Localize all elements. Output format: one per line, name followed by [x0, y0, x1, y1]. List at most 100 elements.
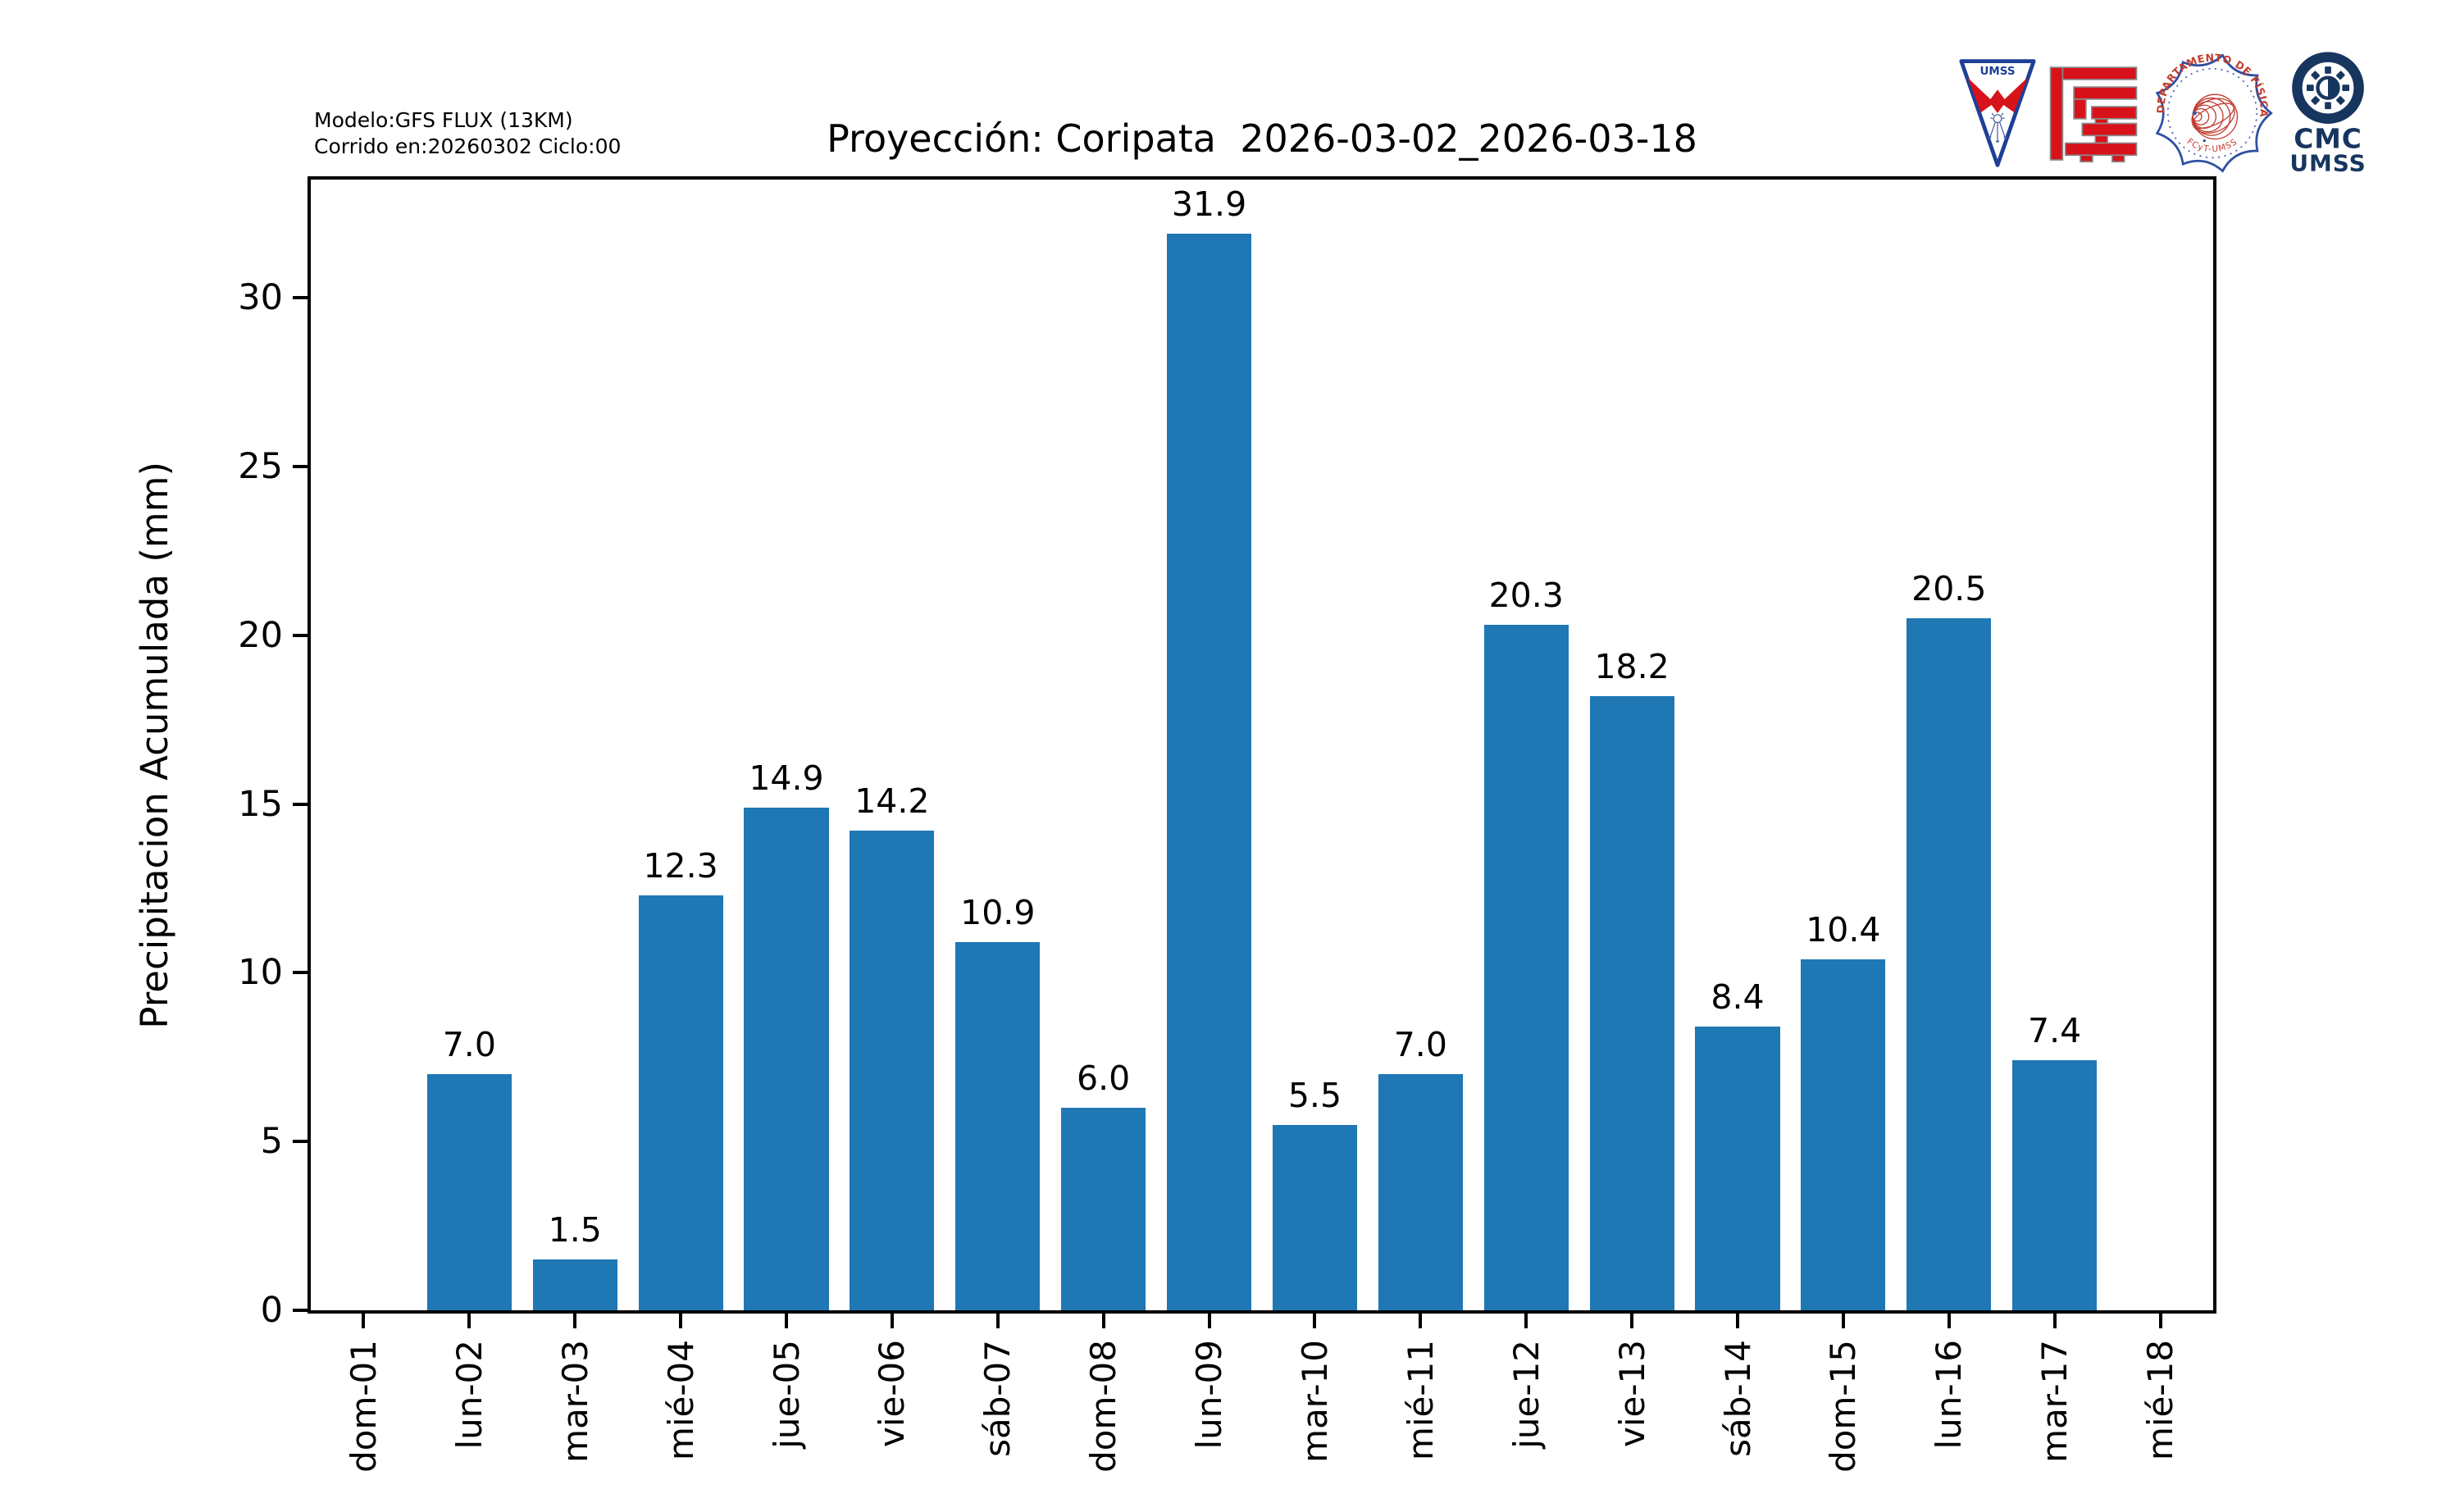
bar — [850, 831, 935, 1310]
x-tick — [1524, 1314, 1528, 1328]
x-tick-label: lun-16 — [1929, 1340, 1970, 1450]
umss-pennant-logo: UMSS — [1959, 59, 2036, 167]
bar-value-label: 10.4 — [1806, 909, 1881, 950]
bar — [744, 807, 829, 1310]
umss-pennant-text: UMSS — [1979, 66, 2015, 78]
x-tick — [467, 1314, 472, 1328]
y-tick-label: 20 — [238, 614, 283, 656]
chart-title: Proyección: Coripata 2026-03-02_2026-03-… — [827, 116, 1697, 161]
seal-dot — [2192, 111, 2197, 116]
model-info: Modelo:GFS FLUX (13KM) Corrido en:202603… — [314, 107, 621, 160]
bar — [1695, 1027, 1780, 1310]
y-tick-label: 30 — [238, 277, 283, 319]
cmc-text-line2: UMSS — [2289, 149, 2366, 176]
bar-value-label: 6.0 — [1077, 1059, 1131, 1099]
x-tick-label: vie-13 — [1611, 1340, 1652, 1447]
y-tick — [293, 464, 308, 468]
x-tick — [1736, 1314, 1739, 1328]
bar-value-label: 7.4 — [2028, 1011, 2082, 1051]
bar-value-label: 7.0 — [1393, 1024, 1447, 1064]
x-tick — [995, 1314, 1000, 1328]
fisica-seal-logo: DEPARTAMENTO DE FÍSICA FCyT-UMSS — [2154, 51, 2273, 173]
x-tick — [1630, 1314, 1634, 1328]
y-tick — [293, 1140, 308, 1144]
y-tick — [293, 971, 308, 975]
x-tick — [1419, 1314, 1423, 1328]
y-tick-label: 25 — [238, 445, 283, 487]
x-tick-label: mié-04 — [660, 1340, 701, 1461]
x-tick — [1101, 1314, 1105, 1328]
bar — [1483, 625, 1569, 1310]
x-tick — [362, 1314, 366, 1328]
x-tick — [2052, 1314, 2057, 1328]
x-tick-label: mié-18 — [2140, 1340, 2181, 1461]
y-tick-label: 5 — [260, 1121, 283, 1163]
bar — [955, 942, 1041, 1310]
y-tick — [293, 1309, 308, 1312]
bar-value-label: 18.2 — [1594, 646, 1670, 686]
x-tick-label: lun-09 — [1189, 1340, 1230, 1450]
y-tick-label: 10 — [238, 952, 283, 994]
bar-value-label: 14.2 — [854, 781, 930, 822]
bar — [532, 1259, 617, 1310]
seal-scalloped-border — [2155, 53, 2273, 173]
x-tick-label: sáb-14 — [1717, 1340, 1758, 1457]
seal-globe-sketch — [2191, 93, 2239, 140]
x-tick-label: vie-06 — [872, 1340, 913, 1447]
bar-value-label: 20.3 — [1488, 576, 1564, 616]
bar-value-label: 5.5 — [1287, 1075, 1342, 1115]
seal-dot-small — [2203, 139, 2206, 143]
bar — [2012, 1060, 2098, 1310]
bar-value-label: 1.5 — [548, 1210, 602, 1250]
bar — [1061, 1108, 1146, 1310]
bar — [1272, 1124, 1357, 1310]
x-tick — [573, 1314, 577, 1328]
x-tick-label: sáb-07 — [977, 1340, 1018, 1457]
fcyt-logo — [2049, 66, 2138, 163]
cmc-umss-logo: CMC UMSS — [2289, 52, 2366, 176]
y-tick — [293, 633, 308, 637]
chart-canvas: Modelo:GFS FLUX (13KM) Corrido en:202603… — [132, 43, 2376, 1473]
x-tick — [2158, 1314, 2162, 1328]
model-info-line1: Modelo:GFS FLUX (13KM) — [314, 108, 573, 132]
y-tick-label: 15 — [238, 783, 283, 825]
bar-value-label: 20.5 — [1911, 569, 1987, 609]
model-info-line2: Corrido en:20260302 Ciclo:00 — [314, 134, 622, 158]
cmc-text-line1: CMC — [2294, 123, 2362, 154]
bar — [1589, 695, 1674, 1310]
bar — [426, 1073, 512, 1310]
x-tick — [1313, 1314, 1317, 1328]
logos-row: UMSS — [1958, 43, 2376, 184]
seal-dotted-circle — [2166, 67, 2258, 159]
x-tick — [679, 1314, 683, 1328]
x-tick — [1947, 1314, 1951, 1328]
umss-condor-sketch — [1988, 112, 2007, 143]
bar — [1801, 959, 1886, 1310]
x-tick-label: mar-17 — [2034, 1340, 2075, 1463]
bar-value-label: 12.3 — [643, 845, 718, 886]
x-tick — [890, 1314, 894, 1328]
plot-area: 0 5 10 15 20 25 30 dom-01 lun-02 7.0 mar-03 1.5 mié-… — [238, 176, 2216, 1473]
x-tick — [1207, 1314, 1211, 1328]
x-tick-label: mar-10 — [1294, 1340, 1335, 1463]
x-tick — [785, 1314, 788, 1328]
x-tick-label: mar-03 — [554, 1340, 595, 1463]
cmc-ring — [2292, 52, 2364, 125]
bar-value-label: 7.0 — [442, 1024, 496, 1064]
bar-value-label: 14.9 — [749, 758, 824, 798]
y-tick-label: 0 — [260, 1290, 283, 1331]
bar — [1378, 1073, 1463, 1310]
x-tick-label: dom-01 — [343, 1340, 384, 1473]
x-tick-label: dom-15 — [1823, 1340, 1864, 1473]
bar — [638, 895, 723, 1310]
x-tick-label: jue-12 — [1506, 1340, 1547, 1449]
bar — [1906, 618, 1992, 1310]
bar-value-label: 31.9 — [1171, 184, 1247, 224]
x-tick-label: jue-05 — [766, 1340, 807, 1449]
x-tick — [1841, 1314, 1845, 1328]
y-tick — [293, 802, 308, 806]
bar-value-label: 8.4 — [1711, 977, 1765, 1018]
cmc-sun-icon — [2306, 66, 2350, 110]
bar-value-label: 10.9 — [960, 893, 1036, 933]
x-tick-label: mié-11 — [1400, 1340, 1441, 1461]
